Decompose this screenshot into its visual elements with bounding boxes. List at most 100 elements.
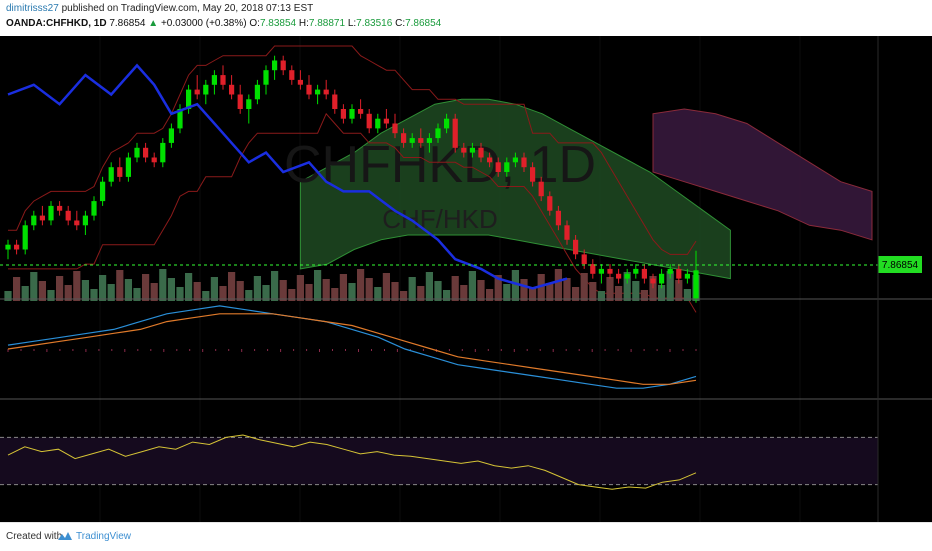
candle-body <box>31 215 37 226</box>
volume-bar <box>408 277 416 301</box>
candle-body <box>272 60 278 71</box>
candle-body <box>168 128 174 143</box>
cloud-area <box>299 98 731 280</box>
volume-bar <box>434 281 442 301</box>
volume-bar <box>468 271 476 301</box>
upper-band <box>8 45 697 255</box>
tradingview-link[interactable]: TradingView <box>76 531 132 542</box>
candle-body <box>143 147 149 158</box>
volume-bar <box>511 270 519 301</box>
candle-body <box>229 84 235 95</box>
volume-bar <box>116 270 124 301</box>
chart-canvas[interactable]: CHFHKD, 1D CHF/HKD 7.86854 <box>0 36 932 522</box>
candle-body <box>65 210 71 221</box>
volume-bar <box>563 278 571 301</box>
publish-info: dimitrisss27 published on TradingView.co… <box>6 3 313 14</box>
rsi-line <box>7 434 697 490</box>
candle-body <box>547 196 553 211</box>
volume-bar <box>503 284 511 301</box>
publisher-link[interactable]: dimitrisss27 <box>6 3 59 14</box>
volume-bar <box>357 269 365 301</box>
volume-bar <box>271 271 279 301</box>
volume-bar <box>150 283 158 301</box>
candle-body <box>211 75 217 85</box>
candle-body <box>469 147 475 153</box>
close-value: 7.86854 <box>405 18 442 29</box>
candle-body <box>659 273 665 284</box>
candle-body <box>254 84 260 100</box>
volume-bar <box>589 282 597 301</box>
candle-body <box>203 84 209 95</box>
chart-header: dimitrisss27 published on TradingView.co… <box>0 0 932 36</box>
volume-bar <box>348 283 356 301</box>
candle-body <box>194 89 200 95</box>
volume-bar <box>245 290 253 301</box>
volume-bar <box>554 269 562 301</box>
candle-body <box>487 157 493 163</box>
volume-bar <box>288 289 296 301</box>
candlesticks <box>5 55 699 303</box>
volume-bar <box>443 290 451 301</box>
candle-body <box>461 147 467 153</box>
candle-body <box>667 268 673 274</box>
volume-bar <box>193 282 201 301</box>
volume-bar <box>339 274 347 301</box>
candle-body <box>452 118 458 148</box>
blue-line-path <box>7 63 568 290</box>
tradingview-logo-icon[interactable] <box>57 530 73 542</box>
volume-bar <box>47 290 55 301</box>
candle-body <box>444 118 450 129</box>
macd-line <box>7 305 697 389</box>
candle-body <box>134 147 140 158</box>
volume-bar <box>331 288 339 301</box>
volume-bar <box>640 290 648 301</box>
volume-bar <box>210 277 218 301</box>
candle-body <box>340 109 346 119</box>
candle-body <box>564 225 570 240</box>
ohlc-legend: OANDA:CHFHKD, 1D 7.86854 ▲ +0.03000 (+0.… <box>6 18 441 29</box>
volume-bar <box>99 275 107 301</box>
candle-body <box>349 109 355 119</box>
candle-body <box>650 278 656 284</box>
volume-bar <box>632 281 640 301</box>
volume-bar <box>529 288 537 301</box>
volume-bar <box>30 272 38 301</box>
volume-bar <box>649 276 657 301</box>
volume-bar <box>56 276 64 301</box>
volume-bar <box>21 286 29 301</box>
low-value: 7.83516 <box>356 18 393 29</box>
candle-body <box>426 138 432 143</box>
rsi-panel <box>0 434 878 490</box>
volume-bar <box>580 273 588 301</box>
candle-body <box>186 89 192 109</box>
candle-body <box>151 157 157 163</box>
volume-bar <box>391 282 399 301</box>
candle-body <box>358 109 364 114</box>
candle-body <box>5 244 11 250</box>
cloud-area <box>652 108 873 241</box>
volume-bar <box>460 285 468 301</box>
high-value: 7.88871 <box>308 18 346 29</box>
open-label: O: <box>249 18 260 29</box>
volume-bar <box>417 286 425 301</box>
volume-bar <box>374 287 382 301</box>
volume-bar <box>400 291 408 301</box>
volume-bar <box>683 289 691 301</box>
candle-body <box>125 157 131 177</box>
volume-bar <box>4 291 12 301</box>
candle-body <box>590 264 596 274</box>
candle-body <box>633 268 639 274</box>
candle-body <box>581 254 587 265</box>
volume-bar <box>167 278 175 301</box>
volume-bar <box>107 284 115 301</box>
watermark-pair: CHF/HKD <box>382 204 498 234</box>
published-text: published on TradingView.com, May 20, 20… <box>61 3 314 14</box>
volume-bar <box>365 278 373 301</box>
candle-body <box>237 94 243 109</box>
volume-bar <box>64 285 72 301</box>
candle-body <box>555 210 561 226</box>
candle-body <box>641 268 647 279</box>
volume-bar <box>425 272 433 301</box>
symbol-label: OANDA:CHFHKD, 1D <box>6 18 107 29</box>
volume-bar <box>228 272 236 301</box>
